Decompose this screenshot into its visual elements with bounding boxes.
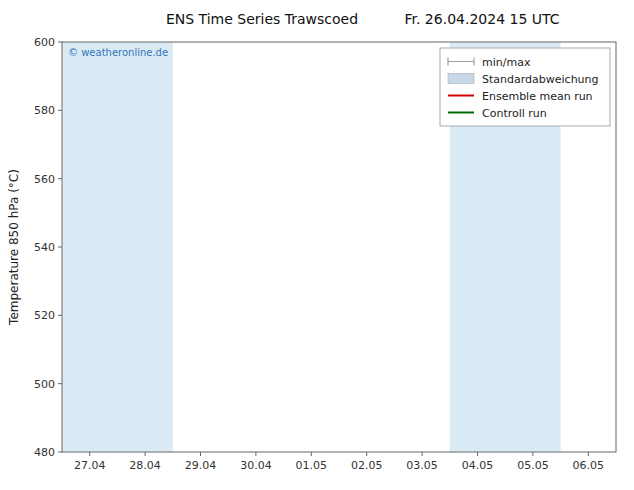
chart: 480 500 520 540 560 580 600 27.04 28.04 29.04 30.0… (0, 0, 634, 490)
y-tick-label: 600 (34, 36, 55, 49)
x-tick (477, 452, 478, 456)
y-tick (58, 315, 62, 316)
legend-label: Controll run (482, 107, 547, 120)
watermark: © weatheronline.de (68, 47, 168, 58)
x-tick (255, 452, 256, 456)
legend-swatch (448, 58, 474, 66)
y-axis-label: Temperature 850 hPa (°C) (7, 169, 21, 326)
x-tick (422, 452, 423, 456)
x-tick-label: 05.05 (517, 459, 549, 472)
y-tick (58, 452, 62, 453)
y-tick-label: 500 (34, 378, 55, 391)
legend-swatch (448, 74, 474, 84)
y-tick (58, 110, 62, 111)
legend-label: Standardabweichung (482, 73, 599, 86)
x-tick-label: 04.05 (462, 459, 494, 472)
y-tick-label: 520 (34, 309, 55, 322)
x-tick-label: 03.05 (406, 459, 438, 472)
x-tick-label: 02.05 (351, 459, 383, 472)
title: ENS Time Series Trawscoed (166, 11, 358, 27)
y-tick (58, 42, 62, 43)
legend-swatch (448, 112, 474, 114)
x-tick-label: 01.05 (296, 459, 328, 472)
y-tick-label: 480 (34, 446, 55, 459)
legend: min/max Standardabweichung Ensemble mean r… (440, 48, 610, 126)
x-tick (200, 452, 201, 456)
x-tick (588, 452, 589, 456)
y-tick-label: 560 (34, 173, 55, 186)
x-tick-label: 28.04 (129, 459, 161, 472)
x-tick (89, 452, 90, 456)
legend-box (440, 48, 610, 126)
x-tick-label: 29.04 (185, 459, 217, 472)
x-tick (311, 452, 312, 456)
plot-area (62, 42, 616, 452)
legend-swatch (448, 95, 474, 97)
x-tick (145, 452, 146, 456)
y-tick (58, 247, 62, 248)
x-tick (366, 452, 367, 456)
x-tick (532, 452, 533, 456)
x-tick-label: 30.04 (240, 459, 272, 472)
legend-label: Ensemble mean run (482, 90, 593, 103)
plot-frame (62, 42, 616, 452)
shaded-span (62, 42, 173, 452)
subtitle: Fr. 26.04.2024 15 UTC (404, 11, 559, 27)
x-tick-label: 27.04 (74, 459, 106, 472)
legend-label: min/max (482, 56, 531, 69)
x-tick-label: 06.05 (573, 459, 605, 472)
y-tick (58, 383, 62, 384)
y-tick-label: 580 (34, 104, 55, 117)
y-tick (58, 178, 62, 179)
y-tick-label: 540 (34, 241, 55, 254)
